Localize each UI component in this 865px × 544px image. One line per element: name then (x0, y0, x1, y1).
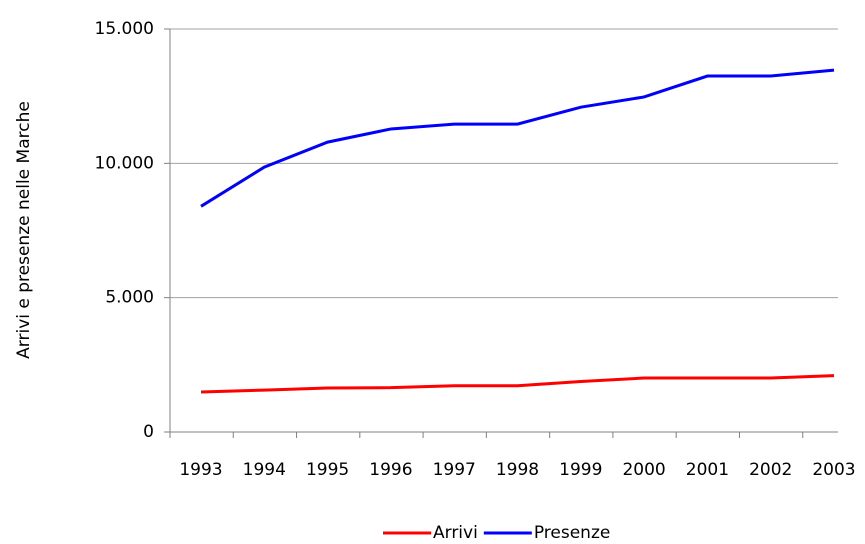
x-tick-label: 1996 (369, 460, 412, 480)
y-tick-label: 10.000 (95, 153, 154, 173)
x-tick-label: 1999 (559, 460, 602, 480)
y-tick-label: 15.000 (95, 19, 154, 39)
y-tick-label: 5.000 (105, 288, 154, 308)
y-axis-label: Arrivi e presenze nelle Marche (14, 101, 34, 359)
x-tick-label: 1994 (243, 460, 286, 480)
x-tick-label: 2002 (749, 460, 792, 480)
x-tick-label: 2000 (622, 460, 665, 480)
x-tick-label: 1997 (433, 460, 476, 480)
x-tick-label: 1998 (496, 460, 539, 480)
legend-label: Presenze (534, 523, 611, 543)
legend-label: Arrivi (433, 523, 478, 543)
y-tick-label: 0 (143, 422, 154, 442)
x-tick-label: 2001 (686, 460, 729, 480)
x-tick-label: 2003 (812, 460, 855, 480)
line-series (200, 374, 835, 394)
line-series (200, 68, 835, 208)
x-tick-label: 1995 (306, 460, 349, 480)
x-tick-label: 1993 (179, 460, 222, 480)
